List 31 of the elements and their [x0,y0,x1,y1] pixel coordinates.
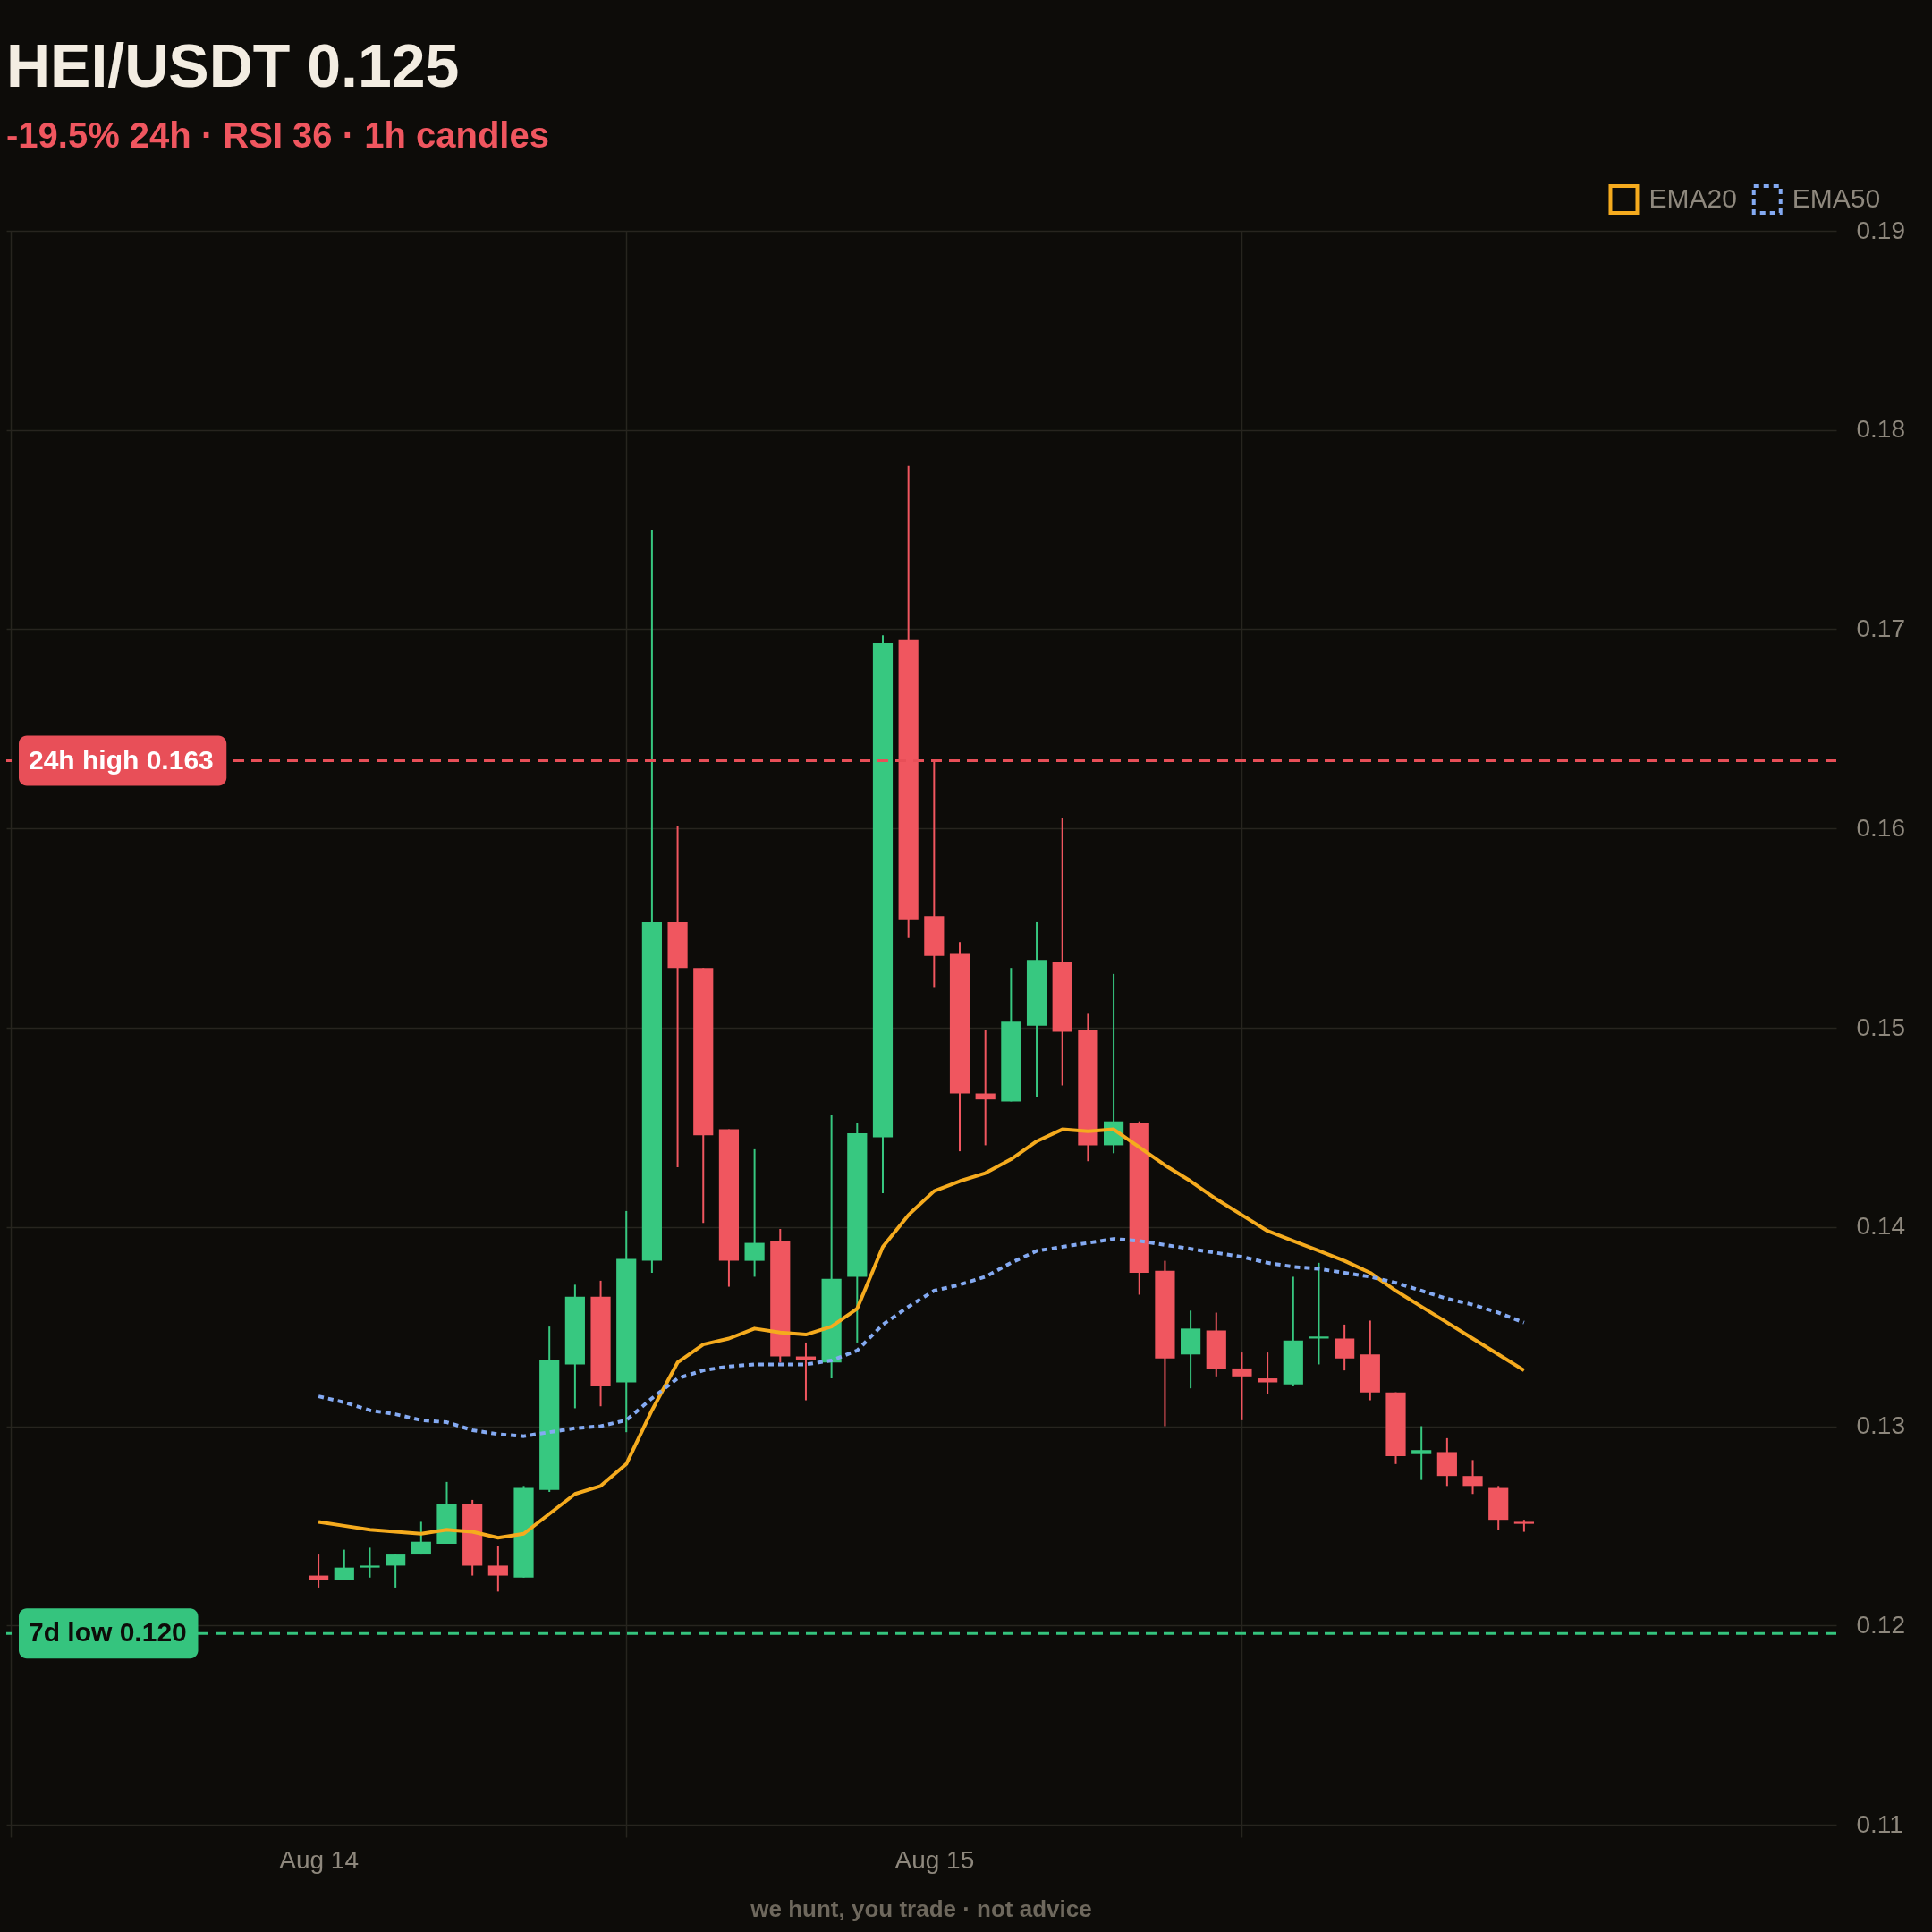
candlestick [1411,1425,1432,1481]
line-series [317,1237,1526,1438]
legend-label: EMA20 [1648,183,1737,213]
y-tick-label: 0.12 [1856,1610,1905,1639]
candlestick [487,1545,508,1593]
candlestick [1462,1459,1483,1496]
y-tick-label: 0.16 [1856,813,1905,842]
ref-line-label: 7d low 0.120 [29,1617,187,1648]
y-tick-label: 0.17 [1856,614,1905,642]
y-tick-label: 0.11 [1856,1809,1903,1838]
line-series [317,1127,1526,1540]
legend-label: EMA50 [1792,183,1881,213]
candlestick [411,1521,431,1555]
candlestick [360,1546,380,1579]
text: we hunt, you trade · not advice [750,1895,1092,1922]
candlestick [334,1548,354,1581]
x-tick-label: Aug 14 [279,1845,359,1874]
x-tick-label: Aug 15 [894,1845,975,1874]
candlestick [386,1553,406,1589]
y-tick-label: 0.14 [1856,1212,1905,1241]
candlestick [1309,1261,1329,1366]
chart-title: HEI/USDT 0.125 [6,31,460,99]
y-tick-label: 0.19 [1856,216,1905,244]
y-tick-label: 0.15 [1856,1013,1905,1041]
candlestick [1335,1323,1355,1372]
ref-line-label: 24h high 0.163 [29,744,214,775]
y-tick-label: 0.18 [1856,415,1905,444]
candlestick [744,1148,765,1278]
candlestick [1232,1352,1252,1421]
y-tick-label: 0.13 [1856,1411,1905,1439]
chart-subtitle: -19.5% 24h · RSI 36 · 1h candles [6,115,549,155]
